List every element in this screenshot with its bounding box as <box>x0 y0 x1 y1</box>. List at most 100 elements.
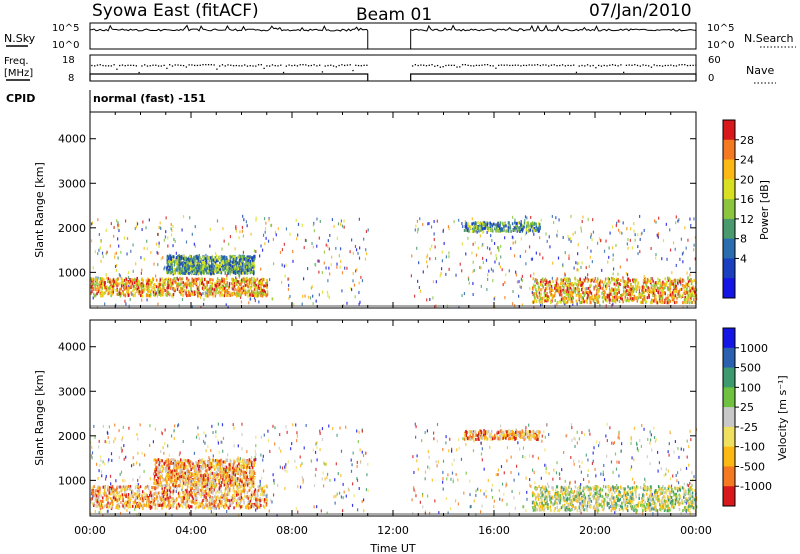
data-cell <box>240 267 242 271</box>
data-cell <box>506 483 508 487</box>
data-cell <box>689 429 691 433</box>
data-cell <box>576 441 578 445</box>
data-cell <box>351 288 353 292</box>
data-cell <box>232 287 234 291</box>
data-cell <box>243 498 245 502</box>
data-cell <box>504 296 506 300</box>
data-cell <box>233 506 235 510</box>
data-cell <box>238 271 240 275</box>
data-cell <box>524 233 527 237</box>
data-cell <box>522 446 525 450</box>
data-cell <box>686 297 688 301</box>
data-cell <box>166 286 168 290</box>
data-cell <box>561 284 564 288</box>
data-cell <box>92 277 95 281</box>
data-cell <box>511 489 513 493</box>
data-cell <box>609 231 611 235</box>
data-cell <box>467 236 469 240</box>
data-cell <box>274 230 277 234</box>
data-cell <box>569 286 572 290</box>
data-cell <box>544 282 547 286</box>
data-cell <box>226 258 228 262</box>
data-cell <box>221 290 223 294</box>
data-cell <box>164 497 166 501</box>
data-cell <box>237 290 239 294</box>
nave-dot <box>539 64 542 67</box>
data-cell <box>218 255 221 259</box>
data-cell <box>108 440 110 444</box>
data-cell <box>262 292 265 296</box>
data-cell <box>542 285 544 289</box>
nave-dot <box>157 65 160 67</box>
data-cell <box>549 280 551 284</box>
data-cell <box>362 453 365 457</box>
data-cell <box>99 464 101 468</box>
data-cell <box>566 280 569 284</box>
data-cell <box>220 256 222 260</box>
data-cell <box>109 290 111 294</box>
data-cell <box>197 264 199 268</box>
data-cell <box>240 283 242 287</box>
data-cell <box>238 513 240 517</box>
freq-label-line1: Freq. <box>4 56 29 67</box>
nave-dot <box>584 65 586 67</box>
data-cell <box>683 448 685 452</box>
data-cell <box>159 278 162 282</box>
data-cell <box>292 423 294 427</box>
data-cell <box>121 436 124 440</box>
data-cell <box>292 259 294 263</box>
data-cell <box>216 219 219 223</box>
data-cell <box>499 424 502 428</box>
data-cell <box>567 293 570 297</box>
data-cell <box>235 279 237 283</box>
data-cell <box>533 305 535 309</box>
data-cell <box>566 291 569 295</box>
data-cell <box>544 299 546 303</box>
data-cell <box>342 509 344 513</box>
data-cell <box>453 458 455 462</box>
freq-frame <box>89 54 697 82</box>
colorbar-tick-label: 8 <box>740 233 747 246</box>
data-cell <box>545 297 548 301</box>
data-cell <box>531 222 534 226</box>
data-cell <box>467 227 469 231</box>
data-cell <box>182 262 185 266</box>
data-cell <box>515 221 518 225</box>
data-cell <box>262 233 265 237</box>
data-cell <box>222 504 225 508</box>
data-cell <box>520 237 522 241</box>
data-cell <box>114 264 117 268</box>
data-cell <box>636 447 638 451</box>
data-cell <box>187 257 189 261</box>
data-cell <box>596 279 599 283</box>
data-cell <box>141 268 143 272</box>
data-cell <box>557 289 559 293</box>
data-cell <box>669 299 672 303</box>
data-cell <box>546 281 548 285</box>
data-cell <box>530 215 532 219</box>
data-cell <box>214 282 216 286</box>
data-cell <box>135 225 137 229</box>
data-cell <box>120 287 123 291</box>
data-cell <box>662 280 664 284</box>
data-cell <box>481 447 483 451</box>
nave-dot <box>631 64 633 66</box>
data-cell <box>612 277 614 281</box>
data-cell <box>198 265 200 269</box>
data-cell <box>607 277 610 281</box>
data-cell <box>214 286 216 290</box>
data-cell <box>589 297 592 301</box>
data-cell <box>661 289 663 293</box>
data-cell <box>627 292 629 296</box>
data-cell <box>604 277 607 281</box>
data-cell <box>564 300 566 304</box>
data-cell <box>114 255 116 259</box>
data-cell <box>631 286 633 290</box>
data-cell <box>203 489 205 493</box>
data-cell <box>658 216 660 220</box>
data-cell <box>101 286 104 290</box>
data-cell <box>186 271 188 275</box>
data-cell <box>441 259 443 263</box>
data-cell <box>239 267 241 271</box>
data-cell <box>440 272 442 276</box>
